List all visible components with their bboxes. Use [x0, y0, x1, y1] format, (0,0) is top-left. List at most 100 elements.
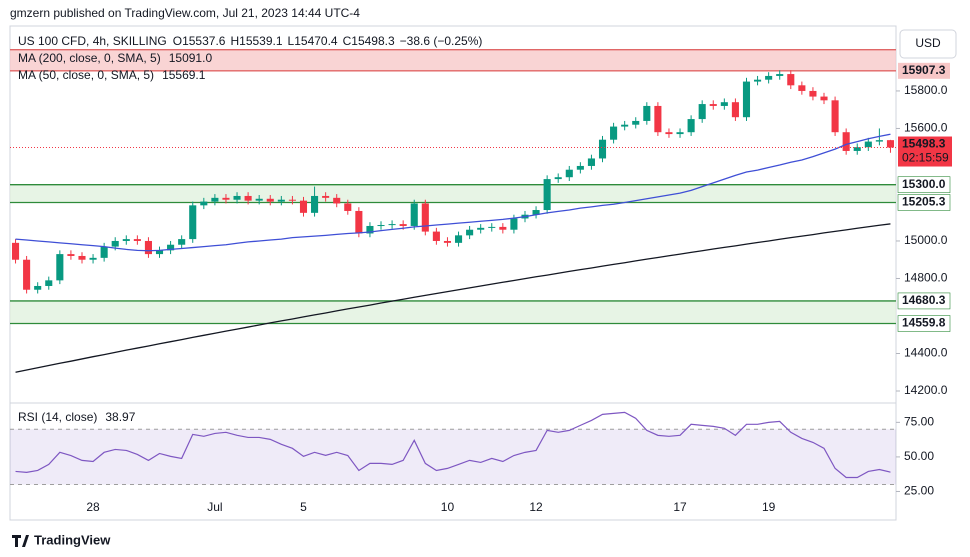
zone: [10, 49, 896, 71]
ohlc-letter: H: [230, 34, 239, 48]
rsi-value: 38.97: [105, 410, 135, 424]
candle-body: [687, 119, 695, 133]
rsi-title: RSI (14, close): [18, 410, 97, 424]
ohlc-value: 15470.4: [294, 34, 338, 48]
plot-area: [10, 49, 896, 373]
y-tick-label: 25.00: [904, 484, 934, 498]
candle-body: [34, 285, 42, 290]
x-tick-label: 12: [529, 500, 543, 514]
candle-body: [798, 85, 806, 91]
candle-body: [89, 257, 97, 260]
x-tick-label: 5: [300, 500, 307, 514]
candle-body: [654, 105, 662, 133]
zone-label: 15205.3: [902, 195, 946, 209]
candle-body: [299, 200, 308, 213]
candle-body: [122, 239, 130, 241]
candle-body: [565, 169, 573, 178]
candle-body: [886, 140, 895, 148]
candle-body: [742, 81, 751, 118]
x-tick-label: Jul: [207, 500, 222, 514]
candle-body: [366, 225, 374, 234]
candle-body: [333, 197, 341, 204]
candle-body: [864, 141, 872, 148]
candle-body: [399, 224, 407, 226]
candle-body: [133, 239, 141, 241]
candle-body: [178, 239, 186, 245]
candle-body: [56, 254, 64, 281]
x-tick-label: 10: [441, 500, 455, 514]
zone-label: 14680.3: [902, 293, 946, 307]
rsi-band: [10, 429, 896, 485]
candle-body: [410, 203, 418, 226]
countdown: 02:15:59: [902, 151, 949, 165]
candle-body: [709, 104, 717, 106]
candle-body: [322, 195, 330, 198]
candle-body: [621, 124, 629, 127]
candle-body: [853, 147, 861, 151]
candle-body: [211, 197, 219, 202]
candle-body: [388, 224, 396, 226]
candle-body: [875, 140, 883, 142]
candle-body: [643, 105, 651, 121]
candle-body: [255, 198, 263, 201]
candle-body: [598, 139, 607, 159]
candle-body: [421, 203, 429, 232]
zone: [10, 300, 896, 324]
zone-label-box: [897, 176, 951, 194]
candle-body: [731, 102, 739, 118]
candle-body: [344, 203, 352, 211]
candle-body: [78, 255, 86, 260]
zone-label-box: [897, 315, 951, 332]
candle-body: [11, 242, 20, 260]
candle-body: [111, 240, 119, 247]
candle-body: [443, 240, 452, 243]
currency-button[interactable]: [899, 29, 957, 59]
footer-logo: [12, 535, 29, 547]
footer-brand: TradingView: [34, 532, 111, 547]
publisher-line: gmzern published on TradingView.com, Jul…: [10, 6, 360, 20]
zone: [10, 184, 896, 203]
y-tick-label: 14400.0: [904, 346, 948, 360]
ohlc-letter: C: [343, 34, 352, 48]
ohlc-letter: L: [288, 34, 295, 48]
zone-label-box: [897, 194, 951, 211]
zone-label: 14559.8: [902, 316, 946, 330]
y-tick-label: 50.00: [904, 449, 934, 463]
candle-body: [477, 227, 485, 230]
legend-value: 15091.0: [169, 51, 213, 65]
currency-label[interactable]: USD: [915, 36, 941, 50]
zone-label: 15907.3: [902, 63, 946, 77]
candle-body: [222, 197, 230, 200]
candle-body: [167, 244, 175, 251]
ohlc-value: 15539.1: [239, 34, 283, 48]
candle-body: [189, 205, 197, 240]
ma-line: [15, 223, 891, 373]
change: −38.6 (−0.25%): [400, 34, 483, 48]
candle-body: [809, 90, 817, 97]
candle-body: [288, 199, 296, 201]
ohlc-value: 15537.6: [182, 34, 226, 48]
y-tick-label: 14200.0: [904, 383, 948, 397]
candle-body: [842, 132, 850, 151]
ohlc-value: 15498.3: [351, 34, 395, 48]
last-price: 15498.3: [902, 137, 946, 151]
candle-body: [266, 198, 274, 202]
zone-label: 15300.0: [902, 177, 946, 191]
y-tick-label: 75.00: [904, 415, 934, 429]
x-tick-label: 17: [673, 500, 687, 514]
y-tick-label: 14800.0: [904, 271, 948, 285]
candle-body: [831, 100, 839, 133]
legend-title: US 100 CFD, 4h, SKILLING: [18, 34, 167, 48]
candle-body: [576, 165, 584, 170]
candle-body: [466, 229, 474, 236]
candle-body: [532, 210, 540, 215]
candle-body: [355, 210, 363, 234]
candle-body: [676, 132, 684, 135]
candle-body: [200, 201, 208, 206]
candle-body: [665, 132, 673, 135]
candle-body: [155, 250, 164, 255]
legend-value: 15569.1: [162, 68, 206, 82]
x-tick-label: 19: [762, 500, 776, 514]
y-tick-label: 15600.0: [904, 121, 948, 135]
